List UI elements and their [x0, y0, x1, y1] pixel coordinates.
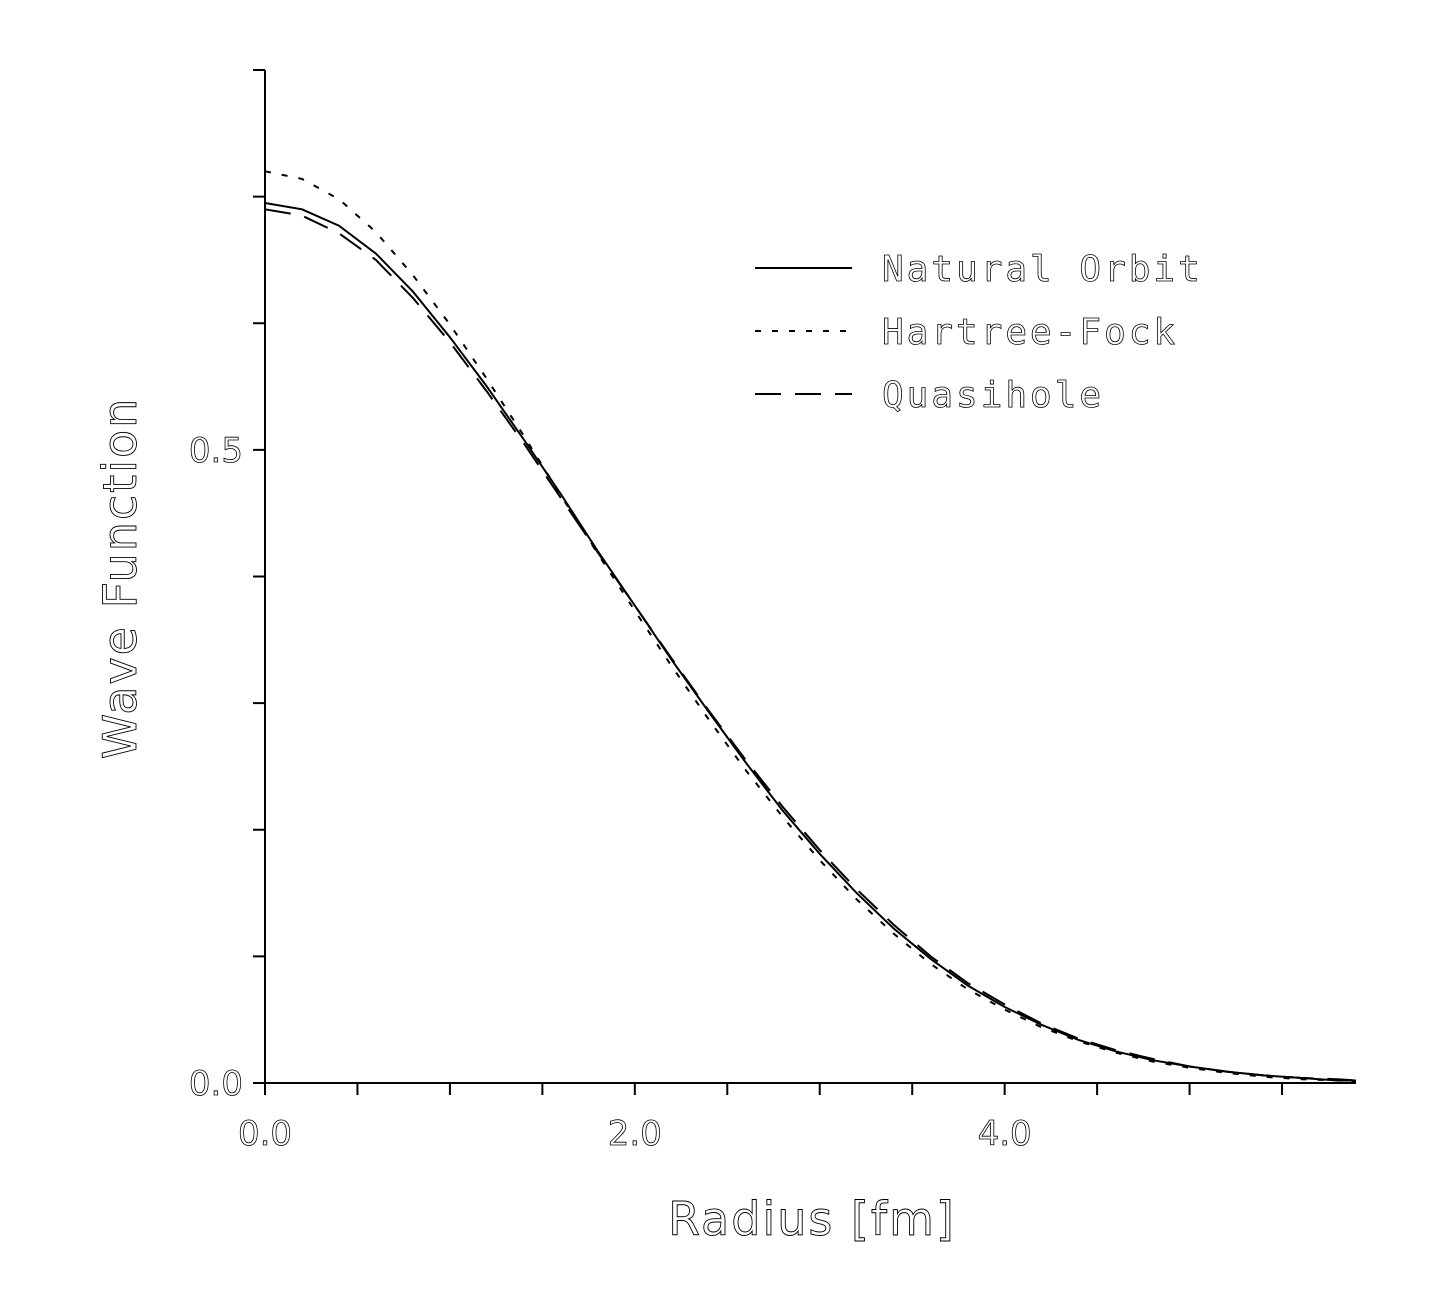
x-tick-labels: 0.0 2.0 4.0	[238, 1114, 1033, 1155]
series-layer	[264, 170, 1357, 1083]
legend-label-0: Natural Orbit	[882, 249, 1203, 290]
x-tick-label-2: 4.0	[978, 1114, 1032, 1154]
y-axis-title: Wave Function	[93, 397, 147, 760]
legend: Natural Orbit Hartree-Fock Quasihole	[755, 249, 1203, 416]
y-tick-labels: 0.0 0.5	[189, 430, 244, 1104]
y-tick-label-1: 0.5	[189, 431, 243, 471]
axes: 0.0 2.0 4.0 0.0 0.5	[189, 69, 1356, 1155]
x-tick-label-1: 2.0	[608, 1114, 662, 1154]
series-line-hartree-fock	[264, 170, 1357, 1083]
legend-label-2: Quasihole	[882, 375, 1104, 416]
series-line-quasihole	[264, 208, 1357, 1082]
x-axis-title: Radius [fm]	[668, 1192, 956, 1246]
y-tick-label-0: 0.0	[189, 1064, 243, 1104]
series-line-natural-orbit	[264, 202, 1356, 1082]
x-tick-label-0: 0.0	[238, 1114, 292, 1154]
x-ticks	[264, 1083, 1284, 1095]
y-ticks	[253, 69, 265, 1084]
legend-label-1: Hartree-Fock	[882, 312, 1178, 353]
